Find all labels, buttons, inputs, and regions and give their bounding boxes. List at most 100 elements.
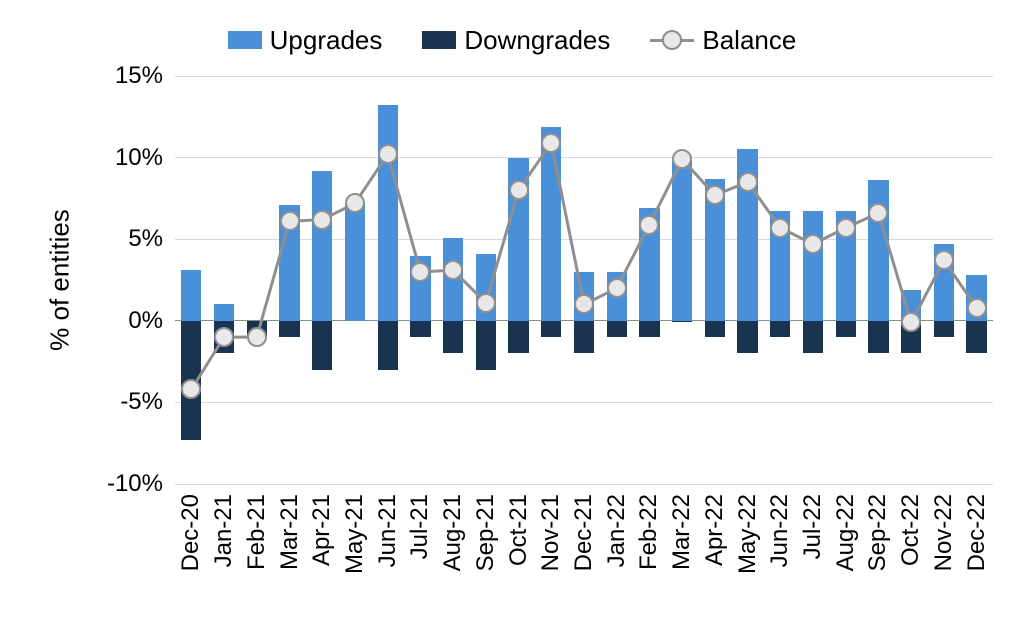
balance-marker <box>280 211 300 231</box>
downgrades-bar <box>737 321 757 354</box>
x-tick-label: Sep-21 <box>472 494 500 571</box>
downgrades-bar <box>541 321 561 337</box>
y-tick-label: 15% <box>115 62 163 90</box>
balance-marker <box>770 218 790 238</box>
x-tick-label: Feb-22 <box>635 494 663 570</box>
balance-marker <box>836 218 856 238</box>
balance-marker <box>868 203 888 223</box>
upgrades-bar <box>378 105 398 320</box>
upgrades-bar <box>868 180 888 320</box>
legend: Upgrades Downgrades Balance <box>0 20 1024 60</box>
upgrades-bar <box>312 171 332 321</box>
x-tick-label: Dec-22 <box>963 494 991 571</box>
legend-label-upgrades: Upgrades <box>270 25 383 56</box>
balance-marker <box>967 298 987 318</box>
x-tick-label: Jan-21 <box>210 494 238 567</box>
balance-marker <box>574 294 594 314</box>
downgrades-bar <box>770 321 790 337</box>
x-tick-label: Dec-21 <box>570 494 598 571</box>
balance-swatch <box>650 31 694 49</box>
balance-marker <box>247 327 267 347</box>
balance-marker <box>214 327 234 347</box>
upgrades-bar <box>541 127 561 321</box>
y-tick-label: 0% <box>128 307 163 335</box>
upgrades-bar <box>803 211 823 320</box>
y-tick-label: -10% <box>107 470 163 498</box>
balance-marker <box>312 210 332 230</box>
downgrades-bar <box>836 321 856 337</box>
x-tick-label: Jun-21 <box>374 494 402 567</box>
gridline <box>175 402 993 403</box>
balance-marker <box>639 215 659 235</box>
upgrades-bar <box>345 203 365 321</box>
gridline <box>175 76 993 77</box>
balance-marker <box>476 293 496 313</box>
downgrades-bar <box>934 321 954 337</box>
chart-root: Upgrades Downgrades Balance % of entities … <box>0 0 1024 640</box>
x-tick-label: Nov-22 <box>930 494 958 571</box>
upgrades-swatch <box>228 31 262 49</box>
gridline <box>175 157 993 158</box>
x-tick-label: Jul-22 <box>799 494 827 559</box>
downgrades-swatch <box>422 31 456 49</box>
balance-marker <box>607 278 627 298</box>
balance-marker <box>901 312 921 332</box>
upgrades-bar <box>181 270 201 321</box>
downgrades-bar <box>443 321 463 354</box>
balance-marker <box>410 262 430 282</box>
downgrades-bar <box>378 321 398 370</box>
downgrades-bar <box>672 321 692 323</box>
balance-marker <box>705 185 725 205</box>
downgrades-bar <box>868 321 888 354</box>
downgrades-bar <box>279 321 299 337</box>
legend-label-downgrades: Downgrades <box>464 25 610 56</box>
x-tick-label: Mar-21 <box>276 494 304 570</box>
downgrades-bar <box>476 321 496 370</box>
legend-label-balance: Balance <box>702 25 796 56</box>
plot-area: % of entities -10%-5%0%5%10%15%Dec-20Jan… <box>175 76 993 484</box>
downgrades-bar <box>508 321 528 354</box>
x-tick-label: Apr-21 <box>308 494 336 566</box>
balance-marker <box>378 144 398 164</box>
x-tick-label: Aug-21 <box>439 494 467 571</box>
downgrades-bar <box>574 321 594 354</box>
upgrades-bar <box>672 158 692 321</box>
legend-item-upgrades: Upgrades <box>228 25 383 56</box>
x-tick-label: May-21 <box>341 494 369 574</box>
upgrades-bar <box>214 304 234 320</box>
balance-marker <box>443 260 463 280</box>
x-tick-label: Jul-21 <box>406 494 434 559</box>
x-tick-label: May-22 <box>734 494 762 574</box>
downgrades-bar <box>312 321 332 370</box>
downgrades-bar <box>607 321 627 337</box>
gridline <box>175 484 993 485</box>
y-tick-label: 5% <box>128 225 163 253</box>
x-tick-label: Jan-22 <box>603 494 631 567</box>
downgrades-bar <box>803 321 823 354</box>
x-tick-label: Sep-22 <box>864 494 892 571</box>
x-tick-label: Dec-20 <box>177 494 205 571</box>
x-tick-label: Mar-22 <box>668 494 696 570</box>
x-tick-label: Feb-21 <box>243 494 271 570</box>
legend-item-downgrades: Downgrades <box>422 25 610 56</box>
x-tick-label: Apr-22 <box>701 494 729 566</box>
balance-marker <box>541 133 561 153</box>
y-axis-title: % of entities <box>45 209 76 351</box>
balance-marker <box>181 379 201 399</box>
x-tick-label: Nov-21 <box>537 494 565 571</box>
x-tick-label: Oct-22 <box>897 494 925 566</box>
y-tick-label: -5% <box>120 388 163 416</box>
balance-marker <box>509 180 529 200</box>
downgrades-bar <box>705 321 725 337</box>
y-tick-label: 10% <box>115 144 163 172</box>
balance-marker <box>672 149 692 169</box>
balance-marker <box>738 172 758 192</box>
x-tick-label: Aug-22 <box>832 494 860 571</box>
downgrades-bar <box>639 321 659 337</box>
legend-item-balance: Balance <box>650 25 796 56</box>
balance-marker <box>345 193 365 213</box>
x-tick-label: Oct-21 <box>505 494 533 566</box>
downgrades-bar <box>410 321 430 337</box>
x-tick-label: Jun-22 <box>766 494 794 567</box>
balance-marker <box>934 250 954 270</box>
